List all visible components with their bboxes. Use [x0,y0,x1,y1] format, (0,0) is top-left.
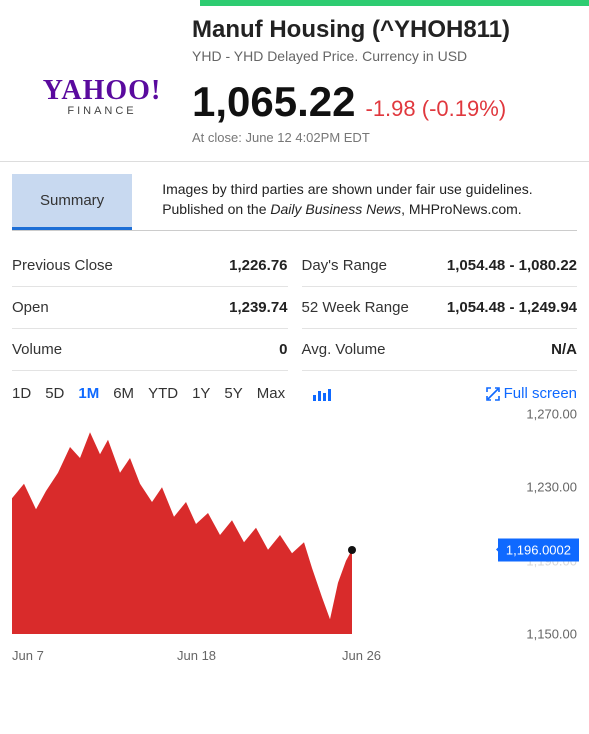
stat-row: Open 1,239.74 [12,287,288,329]
stat-row: Volume 0 [12,329,288,371]
current-price-tag: 1,196.0002 [498,538,579,561]
y-tick: 1,230.00 [526,480,577,495]
tab-summary[interactable]: Summary [12,174,132,230]
instrument-subtitle: YHD - YHD Delayed Price. Currency in USD [192,48,577,64]
range-5y[interactable]: 5Y [224,385,242,402]
stat-label: Avg. Volume [302,341,386,358]
stat-value: 1,054.48 - 1,080.22 [447,257,577,274]
yahoo-finance-logo: YAHOO! FINANCE [12,16,192,145]
chart-area [12,414,482,634]
stat-label: Volume [12,341,62,358]
logo-bang: ! [151,75,161,106]
stat-value: 1,226.76 [229,257,287,274]
range-5d[interactable]: 5D [45,385,64,402]
fullscreen-button[interactable]: Full screen [486,385,577,402]
stat-row: Previous Close 1,226.76 [12,245,288,287]
stat-label: Previous Close [12,257,113,274]
chart-range-selector: 1D 5D 1M 6M YTD 1Y 5Y Max Full screen [0,371,589,410]
y-tick: 1,150.00 [526,627,577,642]
stat-value: N/A [551,341,577,358]
range-1d[interactable]: 1D [12,385,31,402]
logo-subtext: FINANCE [67,105,136,117]
stat-label: Open [12,299,49,316]
logo-text: YAHOO [43,75,151,106]
stat-row: Avg. Volume N/A [302,329,578,371]
range-6m[interactable]: 6M [113,385,134,402]
fair-use-notice: Images by third parties are shown under … [132,174,577,219]
x-tick: Jun 7 [12,648,177,663]
quote-stats: Previous Close 1,226.76 Open 1,239.74 Volume… [0,231,589,371]
stat-value: 1,239.74 [229,299,287,316]
last-price: 1,065.22 [192,78,356,126]
stat-row: Day's Range 1,054.48 - 1,080.22 [302,245,578,287]
price-chart[interactable]: 1,270.001,230.001,190.001,150.00 1,196.0… [12,414,577,634]
quote-header: YAHOO! FINANCE Manuf Housing (^YHOH811) … [0,6,589,155]
x-tick: Jun 26 [342,648,507,663]
instrument-title: Manuf Housing (^YHOH811) [192,16,577,44]
range-ytd[interactable]: YTD [148,385,178,402]
fullscreen-icon [486,387,500,401]
stat-row: 52 Week Range 1,054.48 - 1,249.94 [302,287,578,329]
current-price-dot [348,546,356,554]
range-1m[interactable]: 1M [78,385,99,402]
x-tick: Jun 18 [177,648,342,663]
y-tick: 1,270.00 [526,407,577,422]
stat-value: 0 [279,341,287,358]
stat-label: Day's Range [302,257,387,274]
stat-value: 1,054.48 - 1,249.94 [447,299,577,316]
chart-type-icon[interactable] [313,387,331,401]
range-1y[interactable]: 1Y [192,385,210,402]
close-timestamp: At close: June 12 4:02PM EDT [192,130,577,145]
fullscreen-label: Full screen [504,385,577,402]
stat-label: 52 Week Range [302,299,409,316]
range-max[interactable]: Max [257,385,285,402]
price-change: -1.98 (-0.19%) [366,96,507,122]
chart-x-axis: Jun 7Jun 18Jun 26 [0,644,589,675]
